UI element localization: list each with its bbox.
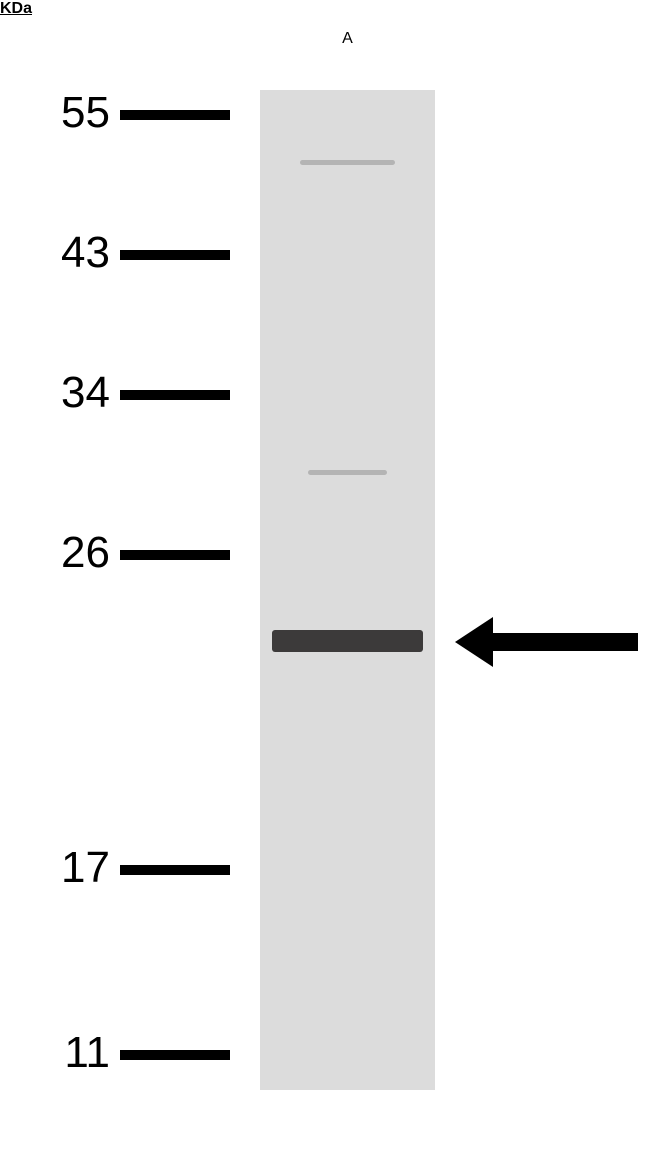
lane-a-faint-band-1: [300, 160, 395, 165]
lane-a-main-band: [272, 630, 423, 652]
marker-tick-43: [120, 250, 230, 260]
marker-tick-11: [120, 1050, 230, 1060]
marker-label-11: 11: [64, 1028, 110, 1078]
marker-tick-17: [120, 865, 230, 875]
marker-tick-34: [120, 390, 230, 400]
marker-label-43: 43: [61, 228, 110, 278]
lane-header-a: A: [260, 30, 435, 48]
marker-label-17: 17: [61, 843, 110, 893]
band-arrow-shaft: [493, 633, 638, 651]
units-header: KDa: [0, 0, 32, 18]
lane-a-faint-band-2: [308, 470, 387, 475]
band-arrow-head: [455, 617, 493, 667]
marker-label-26: 26: [61, 528, 110, 578]
lane-a-background: [260, 90, 435, 1090]
marker-tick-26: [120, 550, 230, 560]
marker-label-34: 34: [61, 368, 110, 418]
marker-label-55: 55: [61, 88, 110, 138]
marker-tick-55: [120, 110, 230, 120]
